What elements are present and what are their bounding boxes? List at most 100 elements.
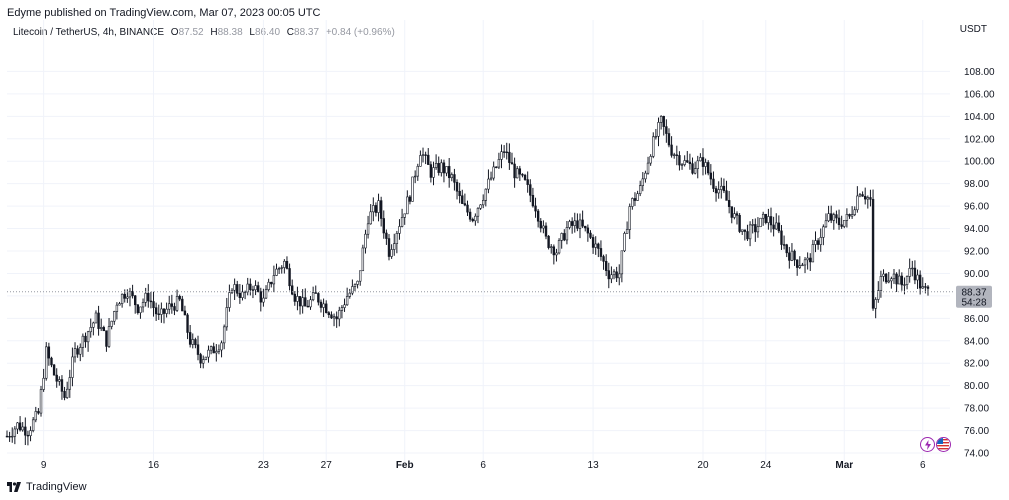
candle [722,178,726,194]
candle-body [785,244,788,254]
candle-body [411,176,414,202]
candle-body [905,276,909,285]
candle [285,256,289,270]
candle [513,157,516,188]
candle [191,333,194,349]
candle-body [432,167,435,178]
candle-body [204,356,208,360]
candle-body [188,332,192,345]
candle-body [50,357,53,366]
candle-body [500,151,503,160]
candle-body [788,252,791,261]
candle-body [390,249,393,257]
candle [162,308,166,324]
candle-body [733,213,736,218]
price-tick-label: 86.00 [964,314,989,325]
candle-body [746,231,749,240]
candle-body [748,224,752,240]
candle [209,345,213,355]
candle-body [565,227,569,241]
us-flag-icon[interactable] [936,437,951,452]
candle [604,254,608,277]
candle-body [898,275,901,285]
candle-body [767,216,770,223]
time-tick-label: 9 [41,460,47,471]
candle-body [47,346,51,359]
candle-body [110,320,113,327]
candle [756,217,760,238]
candle [79,343,82,362]
candle [874,297,877,319]
candle [327,311,331,319]
candle-body [395,233,399,244]
candle [50,356,53,368]
candle [798,256,801,270]
candle [86,330,90,352]
candle [113,310,116,325]
candle [712,171,715,193]
candle-body [680,164,684,166]
candle-body [552,246,556,256]
candle-body [152,301,155,308]
candle-body [735,213,739,216]
candle [727,190,731,214]
candle [183,305,187,316]
candle-body [222,326,226,344]
candle-body [330,314,333,319]
candle-body [518,168,522,175]
candle [463,193,467,207]
candle [500,144,503,169]
candle [822,224,825,246]
candle [633,192,637,207]
candle-body [484,188,488,201]
candle [531,187,535,208]
candle-body [741,229,744,232]
candle [563,229,566,242]
candle [215,344,218,362]
candle [400,208,404,228]
candle-body [236,284,239,294]
candle-body [408,196,412,202]
candle-body [461,195,464,204]
tradingview-logo-icon[interactable] [7,482,21,492]
candle [175,289,179,312]
candle-body [489,177,493,180]
candle-body [249,283,252,290]
symbol-legend: Litecoin / TetherUS, 4h, BINANCE O87.52 … [13,27,395,38]
candle-body [175,296,179,311]
candle-body [563,233,566,241]
candle-body [604,261,608,271]
candle [188,324,192,348]
candle-body [471,218,474,222]
candle [262,288,265,307]
candle-body [123,293,126,299]
price-tick-label: 82.00 [964,359,989,370]
candle-body [657,122,660,137]
candle [60,375,64,400]
candle-body [591,237,595,248]
candle-body [926,286,930,289]
candle-body [890,278,893,282]
candle-body [243,291,247,294]
candle [584,225,587,232]
candle-body [359,270,362,282]
candle-body [675,154,679,156]
candle-body [725,190,728,201]
candle-body [136,304,140,314]
candle [625,221,629,234]
flash-icon[interactable] [920,437,935,452]
candle-body [317,293,320,303]
candle [217,344,221,355]
candle [777,215,781,234]
candle-body [16,422,19,430]
candle [620,250,624,283]
candle [353,283,357,292]
candle-body [678,155,681,166]
candle [259,287,262,312]
candle [788,246,791,269]
candle [319,299,323,313]
candle [591,234,595,254]
candle [829,205,833,224]
candle [835,210,838,224]
